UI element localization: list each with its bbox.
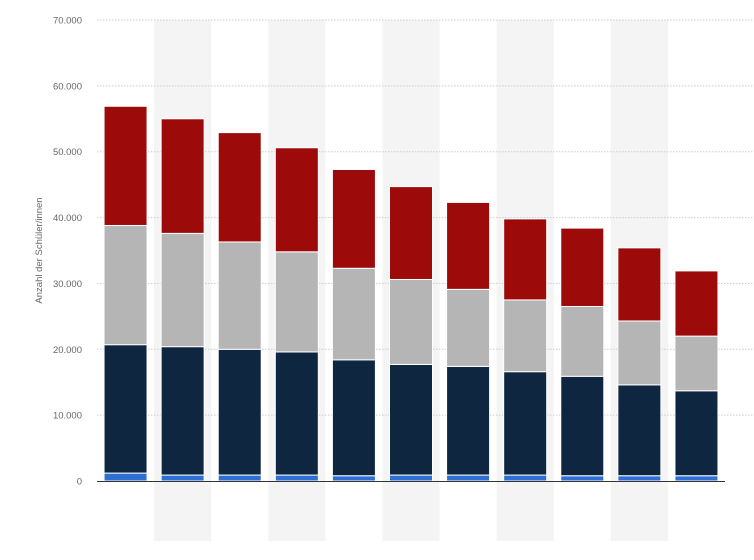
bar-segment[interactable] <box>674 390 719 477</box>
bar-segment[interactable] <box>331 475 376 482</box>
y-tick-label: 30.000 <box>53 279 82 290</box>
y-tick-label: 60.000 <box>53 81 82 92</box>
bar-segment[interactable] <box>160 232 205 348</box>
bar-segment[interactable] <box>274 147 319 253</box>
y-tick-label: 10.000 <box>53 411 82 422</box>
bar-segment[interactable] <box>617 247 662 322</box>
bar-segment[interactable] <box>103 344 148 474</box>
bar-segment[interactable] <box>389 363 433 476</box>
y-tick-label: 70.000 <box>53 16 82 27</box>
bar-segment[interactable] <box>446 201 491 290</box>
y-axis-ticks: 0 10.000 20.000 30.000 40.000 50.000 60.000 70.… <box>53 16 82 488</box>
bar-segment[interactable] <box>274 474 319 482</box>
y-tick-label: 50.000 <box>53 147 82 158</box>
bar-segment[interactable] <box>389 474 433 482</box>
bar-segment[interactable] <box>217 241 262 350</box>
bar-segment[interactable] <box>160 118 205 234</box>
bar-segment[interactable] <box>331 359 376 477</box>
bar-segment[interactable] <box>560 305 605 377</box>
bar-segment[interactable] <box>674 335 719 392</box>
bar-segment[interactable] <box>617 320 662 386</box>
bar-segment[interactable] <box>103 224 148 346</box>
y-tick-label: 0 <box>77 477 82 488</box>
bar-segment[interactable] <box>560 227 605 307</box>
bar-segment[interactable] <box>160 346 205 476</box>
y-tick-label: 20.000 <box>53 345 82 356</box>
bar-segment[interactable] <box>217 132 262 243</box>
bar-segment[interactable] <box>446 365 491 476</box>
bar-segment[interactable] <box>503 299 548 373</box>
y-tick-label: 40.000 <box>53 213 82 224</box>
bar-segment[interactable] <box>389 278 433 365</box>
bar-segment[interactable] <box>560 475 605 482</box>
bars <box>103 105 719 482</box>
bar-segment[interactable] <box>560 375 605 477</box>
bar-segment[interactable] <box>274 251 319 353</box>
bar-segment[interactable] <box>274 351 319 476</box>
bar-segment[interactable] <box>617 384 662 477</box>
bar-segment[interactable] <box>617 475 662 482</box>
bar-segment[interactable] <box>446 474 491 482</box>
bar-segment[interactable] <box>331 168 376 269</box>
y-axis-title: Anzahl der Schüler/innen <box>34 197 45 303</box>
bar-segment[interactable] <box>503 218 548 301</box>
bar-segment[interactable] <box>103 105 148 226</box>
bar-segment[interactable] <box>217 474 262 482</box>
bar-segment[interactable] <box>503 474 548 482</box>
bar-segment[interactable] <box>217 348 262 476</box>
bar-segment[interactable] <box>674 270 719 337</box>
bar-segment[interactable] <box>160 474 205 482</box>
bar-segment[interactable] <box>446 288 491 367</box>
bar-segment[interactable] <box>389 186 433 280</box>
bar-segment[interactable] <box>331 267 376 361</box>
bar-segment[interactable] <box>503 371 548 476</box>
bar-segment[interactable] <box>103 472 148 482</box>
bar-segment[interactable] <box>674 475 719 482</box>
